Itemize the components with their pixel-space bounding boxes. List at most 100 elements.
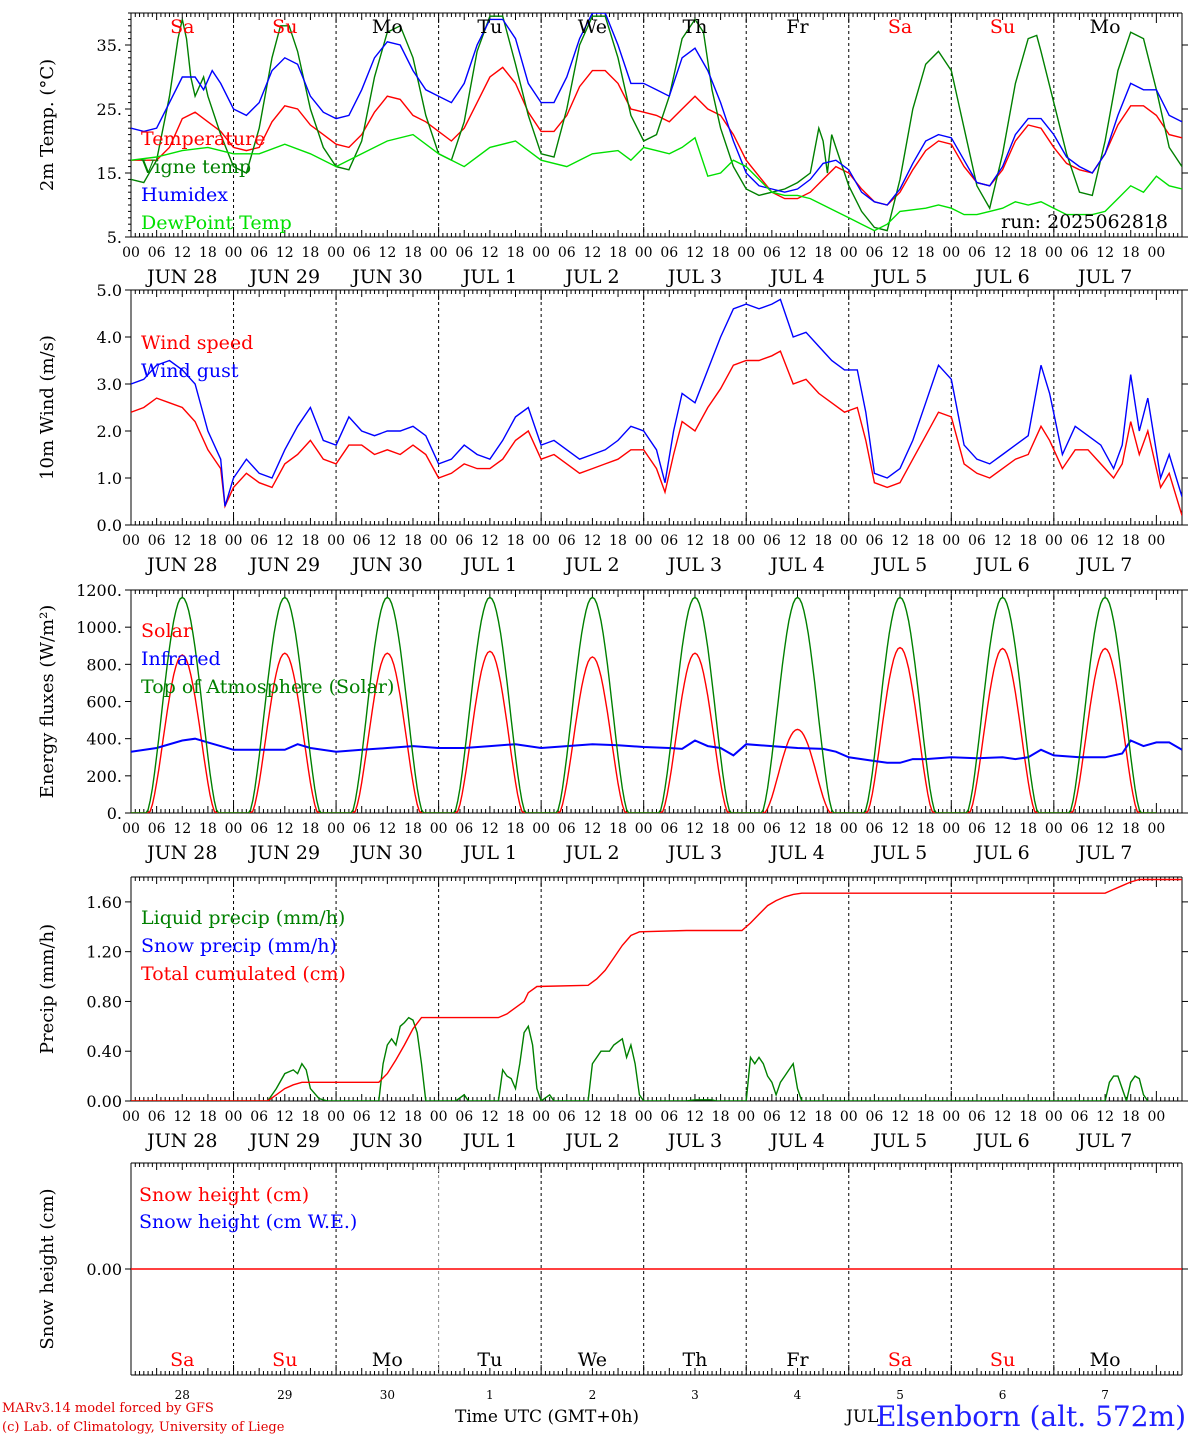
x-hour-label: 18	[404, 245, 422, 261]
x-hour-label: 06	[148, 533, 166, 549]
x-hour-label: 18	[302, 533, 320, 549]
x-hour-label: 06	[1071, 245, 1089, 261]
time-axis-label: Time UTC (GMT+0h)	[455, 1407, 640, 1427]
x-hour-label: 12	[584, 245, 602, 261]
x-hour-label: 00	[430, 533, 448, 549]
x-hour-label: 18	[609, 533, 627, 549]
day-name-label: Mo	[372, 1349, 403, 1371]
day-number-label: 29	[277, 1388, 292, 1402]
x-hour-label: 00	[327, 821, 345, 837]
x-hour-label: 18	[199, 245, 217, 261]
x-hour-label: 06	[353, 1109, 371, 1125]
x-hour-label: 18	[507, 245, 525, 261]
x-hour-label: 06	[148, 1109, 166, 1125]
y-tick-label: 35.	[97, 36, 122, 55]
x-hour-label: 12	[1096, 533, 1114, 549]
x-date-label: JUL 7	[1076, 842, 1132, 864]
legend-entry: Top of Atmosphere (Solar)	[141, 676, 394, 698]
x-hour-label: 18	[917, 245, 935, 261]
x-hour-label: 00	[942, 821, 960, 837]
series-line-wind-speed	[131, 350, 1182, 516]
x-hour-label: 18	[302, 1109, 320, 1125]
x-hour-label: 06	[763, 533, 781, 549]
x-hour-label: 06	[148, 821, 166, 837]
x-hour-label: 18	[1019, 245, 1037, 261]
x-hour-label: 18	[917, 1109, 935, 1125]
series-line-humidex	[131, 13, 1182, 206]
legend-entry: Snow height (cm)	[139, 1184, 309, 1206]
chart-panel-5: 0.00 Snow height (cm) Snow height (cm) Snow…	[37, 1162, 1188, 1402]
x-hour-label: 06	[558, 821, 576, 837]
x-hour-label: 18	[507, 533, 525, 549]
x-hour-label: 00	[327, 1109, 345, 1125]
x-hour-label: 18	[199, 821, 217, 837]
x-date-label: JUL 1	[461, 266, 517, 288]
x-date-label: JUN 28	[145, 554, 217, 576]
x-hour-label: 00	[1045, 533, 1063, 549]
chart-panel-1: 5. 15. 25. 35. 2m Temp. (°C) 00 06 12 18 00 06 12 18…	[37, 12, 1188, 288]
x-date-label: JUL 5	[871, 1130, 927, 1152]
x-hour-label: 06	[558, 245, 576, 261]
x-hour-label: 12	[994, 533, 1012, 549]
x-hour-label: 06	[558, 1109, 576, 1125]
x-hour-label: 00	[225, 1109, 243, 1125]
x-hour-label: 12	[994, 245, 1012, 261]
series-line-solar	[131, 646, 1157, 813]
x-hour-label: 00	[327, 245, 345, 261]
x-hour-label: 00	[942, 533, 960, 549]
y-tick-label: 1.0	[97, 469, 122, 488]
y-tick-label: 0.0	[97, 516, 122, 535]
legend-entry: Total cumulated (cm)	[141, 963, 346, 985]
x-hour-label: 00	[840, 821, 858, 837]
x-date-label: JUL 5	[871, 266, 927, 288]
x-date-label: JUL 3	[666, 1130, 722, 1152]
day-number-label: 28	[175, 1388, 190, 1402]
x-hour-label: 06	[455, 533, 473, 549]
x-date-label: JUN 30	[350, 266, 422, 288]
x-hour-label: 12	[173, 245, 191, 261]
x-date-label: JUN 30	[350, 1130, 422, 1152]
x-hour-label: 18	[404, 821, 422, 837]
x-hour-label: 12	[1096, 821, 1114, 837]
y-tick-label: 3.0	[97, 375, 122, 394]
x-date-label: JUL 3	[666, 554, 722, 576]
x-hour-label: 12	[789, 245, 807, 261]
x-hour-label: 12	[994, 821, 1012, 837]
day-number-label: 30	[380, 1388, 395, 1402]
x-hour-label: 00	[122, 821, 140, 837]
x-date-label: JUL 4	[768, 1130, 824, 1152]
x-hour-label: 00	[225, 821, 243, 837]
x-hour-label: 18	[507, 1109, 525, 1125]
day-name-label: Sa	[888, 1349, 912, 1371]
x-date-label: JUL 6	[973, 554, 1029, 576]
x-hour-label: 06	[455, 1109, 473, 1125]
x-date-label: JUN 28	[145, 1130, 217, 1152]
day-name-label: Tu	[477, 1349, 502, 1371]
y-axis-label: Snow height (cm)	[37, 1188, 58, 1349]
x-hour-label: 06	[558, 533, 576, 549]
y-tick-label: 800.	[86, 655, 122, 674]
day-number-label: 6	[999, 1388, 1007, 1402]
x-hour-label: 00	[942, 1109, 960, 1125]
legend-entry: Vigne temp	[140, 156, 251, 178]
x-date-label: JUL 1	[461, 554, 517, 576]
x-hour-label: 00	[430, 1109, 448, 1125]
x-hour-label: 00	[327, 533, 345, 549]
x-date-label: JUL 2	[563, 266, 619, 288]
chart-panel-4: 0.00 0.40 0.80 1.20 1.60 Precip (mm/h) 00 06 12 1…	[37, 876, 1188, 1152]
x-hour-label: 12	[1096, 1109, 1114, 1125]
x-hour-label: 06	[250, 533, 268, 549]
x-hour-label: 00	[1045, 821, 1063, 837]
x-hour-label: 00	[430, 245, 448, 261]
x-hour-label: 00	[840, 245, 858, 261]
x-hour-label: 18	[1019, 1109, 1037, 1125]
day-name-label: Su	[990, 1349, 1015, 1371]
x-hour-label: 12	[789, 1109, 807, 1125]
x-date-label: JUN 28	[145, 842, 217, 864]
y-tick-label: 2.0	[97, 422, 122, 441]
x-hour-label: 00	[532, 245, 550, 261]
x-hour-label: 00	[635, 1109, 653, 1125]
x-hour-label: 00	[635, 245, 653, 261]
day-number-label: 2	[589, 1388, 597, 1402]
y-tick-label: 1.20	[86, 943, 122, 962]
